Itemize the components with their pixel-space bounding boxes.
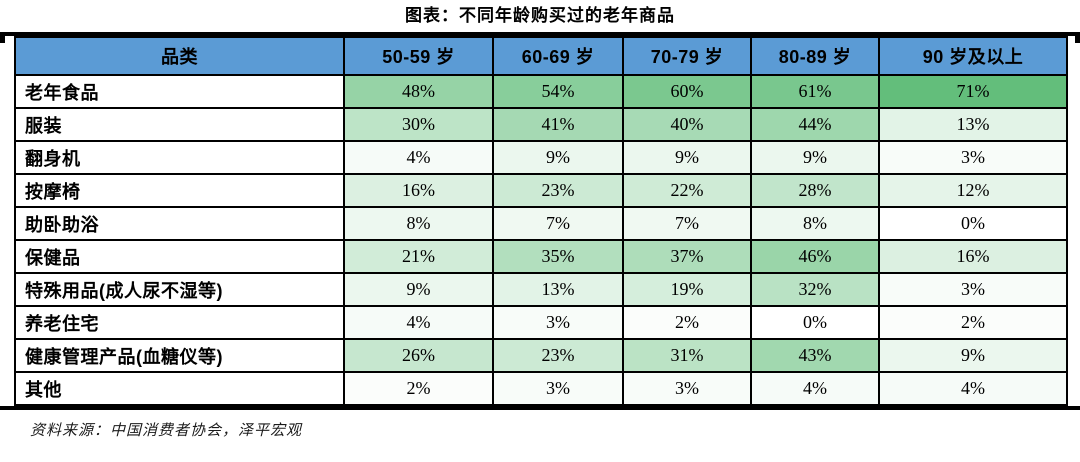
value-cell: 48% <box>343 74 494 109</box>
value-cell: 7% <box>622 206 752 241</box>
category-cell: 老年食品 <box>14 74 345 109</box>
table-row: 健康管理产品(血糖仪等) 26% 23% 31% 43% 9% <box>14 338 1068 373</box>
value-cell: 71% <box>878 74 1068 109</box>
value-cell: 28% <box>750 173 880 208</box>
value-cell: 3% <box>878 272 1068 307</box>
value-cell: 9% <box>750 140 880 175</box>
value-cell: 16% <box>878 239 1068 274</box>
table-row: 保健品 21% 35% 37% 46% 16% <box>14 239 1068 274</box>
source-note: 资料来源：中国消费者协会，泽平宏观 <box>30 423 303 439</box>
table-row: 服装 30% 41% 40% 44% 13% <box>14 107 1068 142</box>
chart-title: 图表：不同年龄购买过的老年商品 <box>405 6 675 25</box>
value-cell: 2% <box>878 305 1068 340</box>
table-row: 按摩椅 16% 23% 22% 28% 12% <box>14 173 1068 208</box>
column-header-2: 70-79 岁 <box>622 36 752 76</box>
value-cell: 32% <box>750 272 880 307</box>
value-cell: 22% <box>622 173 752 208</box>
value-cell: 54% <box>492 74 624 109</box>
column-header-category: 品类 <box>14 36 345 76</box>
value-cell: 0% <box>750 305 880 340</box>
value-cell: 8% <box>750 206 880 241</box>
category-cell: 服装 <box>14 107 345 142</box>
category-cell: 健康管理产品(血糖仪等) <box>14 338 345 373</box>
table-row: 助卧助浴 8% 7% 7% 8% 0% <box>14 206 1068 241</box>
product-purchase-table: 品类 50-59 岁 60-69 岁 70-79 岁 80-89 岁 90 岁及以上 老… <box>14 36 1068 406</box>
value-cell: 4% <box>750 371 880 406</box>
value-cell: 37% <box>622 239 752 274</box>
column-header-3: 80-89 岁 <box>750 36 880 76</box>
column-header-1: 60-69 岁 <box>492 36 624 76</box>
value-cell: 40% <box>622 107 752 142</box>
category-cell: 翻身机 <box>14 140 345 175</box>
category-cell: 特殊用品(成人尿不湿等) <box>14 272 345 307</box>
value-cell: 7% <box>492 206 624 241</box>
value-cell: 60% <box>622 74 752 109</box>
value-cell: 3% <box>622 371 752 406</box>
category-cell: 保健品 <box>14 239 345 274</box>
value-cell: 4% <box>343 140 494 175</box>
value-cell: 9% <box>343 272 494 307</box>
category-cell: 助卧助浴 <box>14 206 345 241</box>
value-cell: 61% <box>750 74 880 109</box>
value-cell: 3% <box>492 371 624 406</box>
value-cell: 30% <box>343 107 494 142</box>
table-row: 其他 2% 3% 3% 4% 4% <box>14 371 1068 406</box>
value-cell: 9% <box>878 338 1068 373</box>
value-cell: 9% <box>622 140 752 175</box>
value-cell: 31% <box>622 338 752 373</box>
value-cell: 35% <box>492 239 624 274</box>
value-cell: 44% <box>750 107 880 142</box>
category-cell: 养老住宅 <box>14 305 345 340</box>
value-cell: 23% <box>492 338 624 373</box>
table-row: 翻身机 4% 9% 9% 9% 3% <box>14 140 1068 175</box>
column-header-0: 50-59 岁 <box>343 36 494 76</box>
value-cell: 2% <box>622 305 752 340</box>
value-cell: 9% <box>492 140 624 175</box>
value-cell: 43% <box>750 338 880 373</box>
value-cell: 4% <box>343 305 494 340</box>
value-cell: 23% <box>492 173 624 208</box>
table-body: 老年食品 48% 54% 60% 61% 71% 服装 30% 41% 40% 44% 13% 翻身机 4… <box>14 74 1068 406</box>
category-cell: 其他 <box>14 371 345 406</box>
value-cell: 16% <box>343 173 494 208</box>
value-cell: 2% <box>343 371 494 406</box>
category-cell: 按摩椅 <box>14 173 345 208</box>
value-cell: 3% <box>492 305 624 340</box>
top-border-rule <box>0 32 1080 43</box>
value-cell: 26% <box>343 338 494 373</box>
table-row: 特殊用品(成人尿不湿等) 9% 13% 19% 32% 3% <box>14 272 1068 307</box>
value-cell: 3% <box>878 140 1068 175</box>
bottom-border-rule <box>0 406 1080 410</box>
column-header-4: 90 岁及以上 <box>878 36 1068 76</box>
table-row: 养老住宅 4% 3% 2% 0% 2% <box>14 305 1068 340</box>
value-cell: 46% <box>750 239 880 274</box>
value-cell: 13% <box>878 107 1068 142</box>
header-row: 品类 50-59 岁 60-69 岁 70-79 岁 80-89 岁 90 岁及以上 <box>14 36 1068 76</box>
value-cell: 13% <box>492 272 624 307</box>
value-cell: 12% <box>878 173 1068 208</box>
value-cell: 41% <box>492 107 624 142</box>
value-cell: 19% <box>622 272 752 307</box>
table-row: 老年食品 48% 54% 60% 61% 71% <box>14 74 1068 109</box>
value-cell: 0% <box>878 206 1068 241</box>
value-cell: 21% <box>343 239 494 274</box>
value-cell: 8% <box>343 206 494 241</box>
value-cell: 4% <box>878 371 1068 406</box>
